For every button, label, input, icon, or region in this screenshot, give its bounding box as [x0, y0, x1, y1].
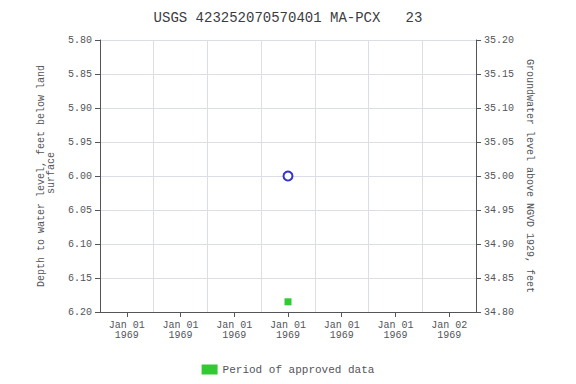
svg-text:5.90: 5.90: [68, 103, 92, 114]
svg-text:5.85: 5.85: [68, 69, 92, 80]
svg-text:35.20: 35.20: [484, 35, 514, 46]
svg-text:Jan 01: Jan 01: [323, 319, 360, 331]
svg-text:34.95: 34.95: [484, 205, 514, 216]
svg-text:Jan 01: Jan 01: [162, 319, 199, 331]
svg-text:1969: 1969: [276, 330, 300, 341]
svg-text:1969: 1969: [115, 330, 139, 341]
svg-text:5.80: 5.80: [68, 35, 92, 46]
svg-text:1969: 1969: [383, 330, 407, 341]
svg-text:35.05: 35.05: [484, 137, 514, 148]
svg-text:Period of approved data: Period of approved data: [223, 364, 375, 376]
svg-text:1969: 1969: [330, 330, 354, 341]
svg-text:Jan 01: Jan 01: [377, 319, 414, 331]
svg-text:USGS 423252070570401 MA-PCX: USGS 423252070570401 MA-PCX 23: [154, 10, 423, 26]
svg-text:Jan 02: Jan 02: [431, 319, 468, 331]
svg-text:Jan 01: Jan 01: [216, 319, 253, 331]
svg-text:6.00: 6.00: [68, 171, 92, 182]
svg-text:34.80: 34.80: [484, 307, 514, 318]
svg-text:6.10: 6.10: [68, 239, 92, 250]
svg-text:35.00: 35.00: [484, 171, 514, 182]
svg-text:6.20: 6.20: [68, 307, 92, 318]
svg-text:1969: 1969: [437, 330, 461, 341]
svg-text:6.15: 6.15: [68, 273, 92, 284]
svg-text:1969: 1969: [169, 330, 193, 341]
svg-text:5.95: 5.95: [68, 137, 92, 148]
svg-text:Groundwater level above NGVD 1: Groundwater level above NGVD 1929, feet: [524, 59, 535, 293]
svg-text:Depth to water level, feet bel: Depth to water level, feet below land: [35, 65, 47, 287]
svg-text:34.85: 34.85: [484, 273, 514, 284]
svg-text:35.10: 35.10: [484, 103, 514, 114]
svg-text:Jan 01: Jan 01: [108, 319, 145, 331]
svg-text:35.15: 35.15: [484, 69, 514, 80]
svg-text:34.90: 34.90: [484, 239, 514, 250]
svg-text:1969: 1969: [222, 330, 246, 341]
svg-text:Jan 01: Jan 01: [270, 319, 306, 331]
svg-text:surface: surface: [46, 152, 57, 200]
svg-text:6.05: 6.05: [68, 205, 92, 216]
